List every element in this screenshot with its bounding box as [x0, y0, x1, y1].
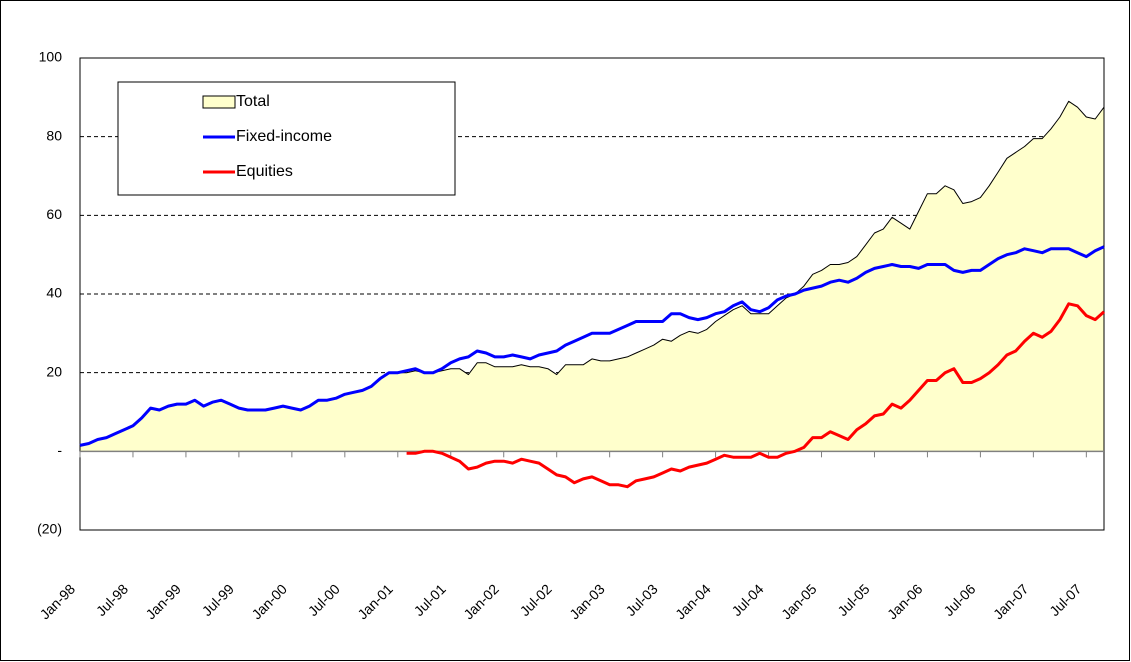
line: [79, 245, 1105, 447]
legend-swatch: [202, 95, 236, 109]
y-tick-label: -: [57, 442, 62, 458]
line: [406, 302, 1106, 489]
y-tick-label: 40: [46, 285, 62, 301]
legend-box: [117, 81, 456, 196]
legend-label: Fixed-income: [236, 128, 332, 145]
area-fill: [80, 101, 1104, 452]
y-tick-label: 60: [46, 206, 62, 222]
y-tick-label: 20: [46, 363, 62, 379]
legend-label: Total: [236, 93, 270, 110]
plot-frame: [79, 57, 1105, 531]
legend-label: Equities: [236, 163, 293, 180]
y-tick-label: (20): [37, 521, 62, 537]
y-tick-label: 80: [46, 127, 62, 143]
y-tick-label: 100: [39, 49, 63, 65]
